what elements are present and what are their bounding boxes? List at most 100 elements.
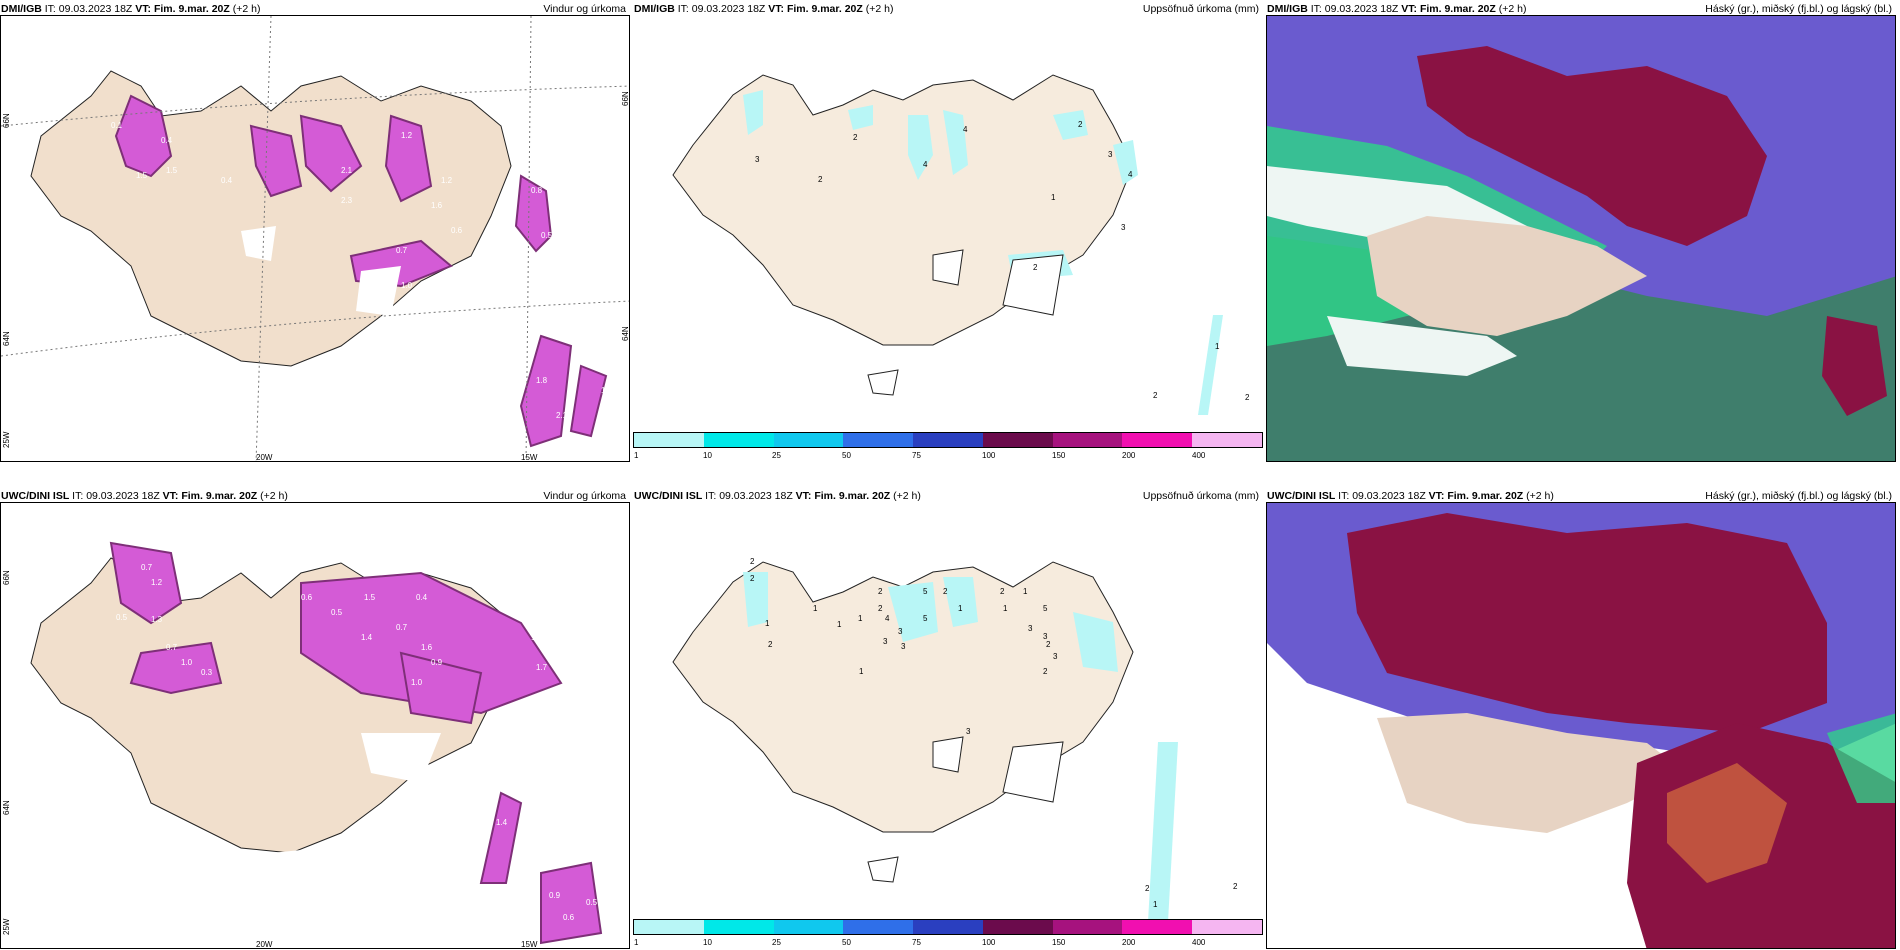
wind-precip-map[interactable]: 20W 15W 66N 64N 25W 66N 64N 0.1 0.4 1.5 … [0,15,630,462]
accum-value: 1 [1153,900,1158,909]
cloud-map[interactable] [1266,502,1896,949]
accum-value: 4 [885,614,890,623]
rain-value: 0.5 [116,613,128,622]
scale-cell [843,920,914,934]
lat-label-64n: 64N [2,331,11,346]
white-band-2 [1327,316,1517,376]
rain-value: 0.5 [331,608,343,617]
scale-label: 25 [772,938,781,947]
scale-cell [913,920,983,934]
accum-value: 2 [943,587,948,596]
rain-value: 1.3 [151,615,163,624]
accum-value: 4 [963,125,968,134]
scale-label: 10 [703,938,712,947]
scale-label: 25 [772,451,781,460]
scale-cell [982,920,1053,934]
map-canvas-5 [672,561,1178,920]
wind-precip-map[interactable]: 20W 15W 66N 64N 25W 0.7 1.2 0.3 0.5 1.3 … [0,502,630,949]
graticule [1,16,629,461]
rain-value: 1.5 [136,171,148,180]
accum-value: 2 [818,175,823,184]
map-canvas-1 [1,16,629,461]
scale-cell [913,433,983,447]
scale-cell [1122,920,1193,934]
accum-value: 3 [755,155,760,164]
accum-value: 3 [1028,624,1033,633]
accum-light-areas [743,572,1178,920]
rain-value: 1.0 [601,386,613,395]
rain-value: 1.0 [181,658,193,667]
accum-value: 1 [813,604,818,613]
panel-uwc-accum-precip: UWC/DINI ISL IT: 09.03.2023 18Z VT: Fim.… [633,487,1263,947]
lat-label-25w: 25W [2,918,11,935]
rain-value: 0.3 [446,759,458,768]
white-gaps [867,249,1064,396]
map-canvas-4 [30,541,603,945]
precip-color-scale [633,919,1263,935]
scale-labels: 1 10 25 50 75 100 150 200 400 [633,451,1263,461]
scale-cell [773,920,844,934]
panel-title: DMI/IGB IT: 09.03.2023 18Z VT: Fim. 9.ma… [634,3,1259,15]
rain-value: 0.7 [396,246,408,255]
rain-value: 2.1 [341,166,353,175]
panel-uwc-wind-precip: UWC/DINI ISL IT: 09.03.2023 18Z VT: Fim.… [0,487,630,949]
rain-value: 1.4 [496,818,508,827]
scale-label: 1 [634,451,639,460]
lon-label-20w: 20W [256,453,273,462]
map-canvas-3 [1267,16,1895,461]
iceland-land [1367,216,1647,336]
panel-title: UWC/DINI ISL IT: 09.03.2023 18Z VT: Fim.… [1267,490,1892,502]
rain-value: 0.8 [531,186,543,195]
accum-value: 3 [1108,150,1113,159]
scale-cell [843,433,914,447]
accum-value: 2 [1043,667,1048,676]
scale-label: 100 [982,938,996,947]
accum-value: 2 [1145,884,1150,893]
rain-value: 2.3 [341,196,353,205]
panel-title: DMI/IGB IT: 09.03.2023 18Z VT: Fim. 9.ma… [1267,3,1892,15]
scale-cell [982,433,1053,447]
rain-value: 1.2 [151,578,163,587]
rain-value: 1.5 [166,166,178,175]
precip-color-scale [633,432,1263,448]
iceland-land [1377,713,1687,833]
rain-value: 1.2 [401,131,413,140]
rain-value: 1.4 [531,633,543,642]
rain-value: 1.0 [411,678,423,687]
rain-value: 1.7 [536,663,548,672]
rain-value: 0.5 [541,231,553,240]
accum-value: 2 [878,604,883,613]
rain-value: 1.0 [401,281,413,290]
panel-uwc-clouds: UWC/DINI ISL IT: 09.03.2023 18Z VT: Fim.… [1266,487,1896,949]
rain-value: 0.4 [416,593,428,602]
scale-label: 200 [1122,938,1136,947]
rain-value: 0.6 [301,593,313,602]
scale-label: 1 [634,938,639,947]
high-cloud [1417,46,1767,246]
lat-label-66n: 66N [2,113,11,128]
scale-label: 50 [842,451,851,460]
accum-value: 2 [878,587,883,596]
scale-label: 10 [703,451,712,460]
accum-value: 4 [923,160,928,169]
cloud-map[interactable] [1266,15,1896,462]
scale-label: 100 [982,451,996,460]
accum-value: 1 [859,667,864,676]
accum-precip-map[interactable]: 2 2 1 1 1 2 2 5 2 4 3 5 3 3 1 2 1 5 3 2 … [633,502,1263,920]
accum-precip-map[interactable]: 3 2 2 4 4 2 3 4 1 3 2 1 2 2 [633,15,1263,433]
rain-value: 1.6 [431,201,443,210]
rain-value: 2.1 [556,411,568,420]
accum-value: 2 [750,574,755,583]
rain-value: 0.5 [586,898,598,907]
scale-cell [1192,920,1263,934]
scale-labels: 1 10 25 50 75 100 150 200 400 [633,938,1263,948]
rain-value: 0.6 [563,913,575,922]
accum-value: 2 [853,133,858,142]
accum-value: 3 [901,642,906,651]
accum-value: 3 [1043,632,1048,641]
low-cloud-mix [1667,763,1787,883]
accum-value: 2 [1000,587,1005,596]
lat-label-64n: 64N [2,800,11,815]
accum-value: 2 [1153,391,1158,400]
accum-value: 3 [1121,223,1126,232]
